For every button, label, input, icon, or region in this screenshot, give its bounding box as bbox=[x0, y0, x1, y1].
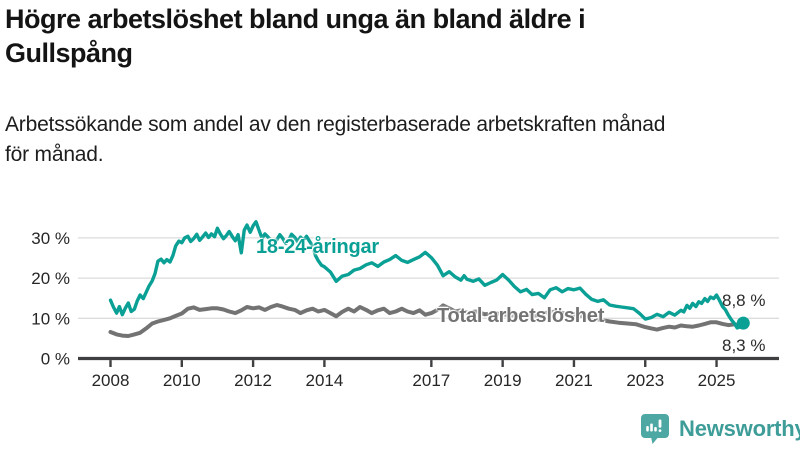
x-tick-label: 2019 bbox=[484, 371, 522, 390]
chart-subtitle-line1: Arbetssökande som andel av den registerb… bbox=[5, 113, 666, 136]
chart-title-line1: Högre arbetslöshet bland unga än bland ä… bbox=[5, 4, 586, 34]
series-label-total: Total arbetslöshet bbox=[437, 305, 605, 327]
x-tick-label: 2025 bbox=[698, 371, 736, 390]
x-tick-label: 2021 bbox=[555, 371, 593, 390]
x-tick-label: 2023 bbox=[626, 371, 664, 390]
y-tick-label: 20 % bbox=[31, 269, 70, 288]
newsworthy-bubble-chart-icon bbox=[641, 414, 669, 444]
y-tick-label: 30 % bbox=[31, 229, 70, 248]
y-tick-label: 10 % bbox=[31, 309, 70, 328]
newsworthy-wordmark: Newsworthy bbox=[679, 415, 800, 441]
x-tick-label: 2010 bbox=[163, 371, 201, 390]
x-tick-label: 2008 bbox=[92, 371, 130, 390]
chart-title: Högre arbetslöshet bland unga än bland ä… bbox=[5, 2, 717, 70]
latest-value-dot bbox=[736, 316, 750, 330]
chart-subtitle-line2: för månad. bbox=[5, 143, 104, 166]
end-value-label-total: 8,3 % bbox=[722, 336, 766, 355]
x-tick-label: 2017 bbox=[412, 371, 450, 390]
newsworthy-logo: Newsworthy bbox=[640, 413, 800, 444]
end-value-label-18-24: 8,8 % bbox=[722, 291, 766, 310]
series-line-total bbox=[108, 303, 746, 338]
chart-title-line2: Gullspång bbox=[5, 38, 133, 68]
x-tick-label: 2014 bbox=[305, 371, 343, 390]
chart-subtitle: Arbetssökande som andel av den registerb… bbox=[5, 110, 775, 170]
series-label-18-24: 18-24-åringar bbox=[256, 236, 380, 258]
series-line-18-24 bbox=[108, 220, 745, 330]
x-tick-label: 2012 bbox=[234, 371, 272, 390]
y-tick-label: 0 % bbox=[41, 350, 70, 369]
